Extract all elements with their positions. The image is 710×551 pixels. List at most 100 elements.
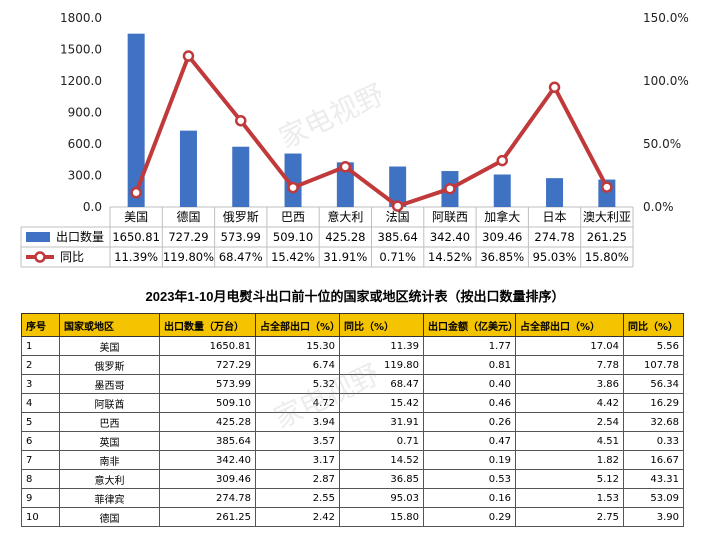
y-left-tick-label: 600.0 bbox=[68, 137, 102, 151]
table-cell: 385.64 bbox=[159, 431, 256, 451]
data-table-value: 342.40 bbox=[430, 230, 470, 244]
data-table-value: 309.46 bbox=[482, 230, 522, 244]
table-cell: 119.80 bbox=[339, 355, 424, 375]
data-table-value: 68.47% bbox=[219, 250, 263, 264]
table-cell: 16.29 bbox=[623, 393, 684, 413]
table-cell: 95.03 bbox=[339, 488, 424, 508]
table-cell: 巴西 bbox=[59, 412, 160, 432]
table-row: 3 墨西哥 573.99 5.32 68.47 0.40 3.86 56.34 bbox=[21, 374, 684, 394]
table-cell: 5.12 bbox=[515, 469, 624, 489]
bar-0 bbox=[127, 33, 145, 208]
table-cell: 14.52 bbox=[339, 450, 424, 470]
line-point-8 bbox=[548, 81, 561, 94]
table-cell: 2.55 bbox=[255, 488, 340, 508]
data-table-value: 0.71% bbox=[379, 250, 416, 264]
data-table-value: 119.80% bbox=[163, 250, 214, 264]
bar-3 bbox=[284, 153, 302, 207]
table-cell: 15.80 bbox=[339, 507, 424, 527]
legend-label-bar: 出口数量 bbox=[56, 229, 104, 244]
bar-7 bbox=[493, 174, 511, 207]
table-cell: 0.26 bbox=[423, 412, 516, 432]
table-cell: 8 bbox=[21, 469, 60, 489]
x-tick-label: 澳大利亚 bbox=[583, 210, 631, 224]
table-cell: 6.74 bbox=[255, 355, 340, 375]
line-point-0 bbox=[130, 186, 142, 199]
data-table-value: 95.03% bbox=[533, 250, 577, 264]
table-cell: 3.90 bbox=[623, 507, 684, 527]
table-cell: 4 bbox=[21, 393, 60, 413]
table-cell: 3.86 bbox=[515, 374, 624, 394]
table-cell: 0.29 bbox=[423, 507, 516, 527]
table-cell: 美国 bbox=[59, 336, 160, 356]
line-point-7 bbox=[496, 154, 508, 167]
table-row: 5 巴西 425.28 3.94 31.91 0.26 2.54 32.68 bbox=[21, 412, 684, 432]
table-header-cell: 出口数量（万台） bbox=[159, 313, 256, 337]
table-cell: 阿联酋 bbox=[59, 393, 160, 413]
y-right-tick-label: 50.0% bbox=[643, 137, 681, 151]
table-cell: 107.78 bbox=[623, 355, 684, 375]
table-row: 6 英国 385.64 3.57 0.71 0.47 4.51 0.33 bbox=[21, 431, 684, 451]
table-cell: 56.34 bbox=[623, 374, 684, 394]
table-cell: 1 bbox=[21, 336, 60, 356]
y-left-tick-label: 300.0 bbox=[68, 169, 102, 183]
x-tick-label: 加拿大 bbox=[484, 209, 520, 224]
table-cell: 0.71 bbox=[339, 431, 424, 451]
table-body: 1 美国 1650.81 15.30 11.39 1.77 17.04 5.56 2 俄罗斯 727… bbox=[21, 336, 684, 527]
table-cell: 32.68 bbox=[623, 412, 684, 432]
x-tick-label: 法国 bbox=[386, 210, 410, 224]
table-cell: 墨西哥 bbox=[59, 374, 160, 394]
table-cell: 5.56 bbox=[623, 336, 684, 356]
x-tick-label: 阿联西 bbox=[432, 210, 468, 224]
x-tick-label: 意大利 bbox=[327, 209, 363, 224]
line-point-3 bbox=[287, 181, 299, 194]
table-cell: 3.94 bbox=[255, 412, 340, 432]
legend-label-line: 同比 bbox=[60, 250, 84, 264]
table-cell: 英国 bbox=[59, 431, 160, 451]
table-cell: 31.91 bbox=[339, 412, 424, 432]
table-row: 9 菲律宾 274.78 2.55 95.03 0.16 1.53 53.09 bbox=[21, 488, 684, 508]
y-left-tick-label: 1800.0 bbox=[60, 11, 102, 25]
table-cell: 0.47 bbox=[423, 431, 516, 451]
x-tick-label: 日本 bbox=[543, 210, 567, 224]
legend-key-marker bbox=[34, 251, 46, 263]
data-table-value: 15.42% bbox=[271, 250, 315, 264]
data-table-value: 11.39% bbox=[114, 250, 158, 264]
table-cell: 309.46 bbox=[159, 469, 256, 489]
table-row: 2 俄罗斯 727.29 6.74 119.80 0.81 7.78 107.78 bbox=[21, 355, 684, 375]
data-table-value: 14.52% bbox=[428, 250, 472, 264]
table-cell: 509.10 bbox=[159, 393, 256, 413]
table-cell: 3 bbox=[21, 374, 60, 394]
table-cell: 0.81 bbox=[423, 355, 516, 375]
y-right-tick-label: 100.0% bbox=[643, 74, 689, 88]
table-header-cell: 序号 bbox=[21, 313, 60, 337]
bar-5 bbox=[389, 166, 407, 207]
line-series-path bbox=[134, 54, 609, 209]
table-cell: 9 bbox=[21, 488, 60, 508]
data-table-value: 31.91% bbox=[323, 250, 367, 264]
table-cell: 16.67 bbox=[623, 450, 684, 470]
table-cell: 7 bbox=[21, 450, 60, 470]
table-cell: 11.39 bbox=[339, 336, 424, 356]
table-cell: 0.46 bbox=[423, 393, 516, 413]
x-tick-label: 俄罗斯 bbox=[223, 210, 259, 224]
table-cell: 德国 bbox=[59, 507, 160, 527]
table-cell: 1.82 bbox=[515, 450, 624, 470]
table-cell: 0.33 bbox=[623, 431, 684, 451]
table-cell: 15.42 bbox=[339, 393, 424, 413]
table-row: 10 德国 261.25 2.42 15.80 0.29 2.75 3.90 bbox=[21, 507, 684, 527]
table-cell: 68.47 bbox=[339, 374, 424, 394]
data-table-value: 573.99 bbox=[221, 230, 261, 244]
bar-4 bbox=[336, 162, 354, 207]
table-cell: 2 bbox=[21, 355, 60, 375]
legend-key-bar bbox=[26, 232, 50, 242]
table-row: 4 阿联酋 509.10 4.72 15.42 0.46 4.42 16.29 bbox=[21, 393, 684, 413]
table-cell: 菲律宾 bbox=[59, 488, 160, 508]
line-point-5 bbox=[391, 200, 404, 212]
table-cell: 6 bbox=[21, 431, 60, 451]
line-point-9 bbox=[601, 181, 613, 193]
table-cell: 4.72 bbox=[255, 393, 340, 413]
y-left-tick-label: 900.0 bbox=[68, 106, 102, 120]
table-cell: 5 bbox=[21, 412, 60, 432]
table-cell: 0.16 bbox=[423, 488, 516, 508]
data-table-value: 727.29 bbox=[168, 230, 208, 244]
